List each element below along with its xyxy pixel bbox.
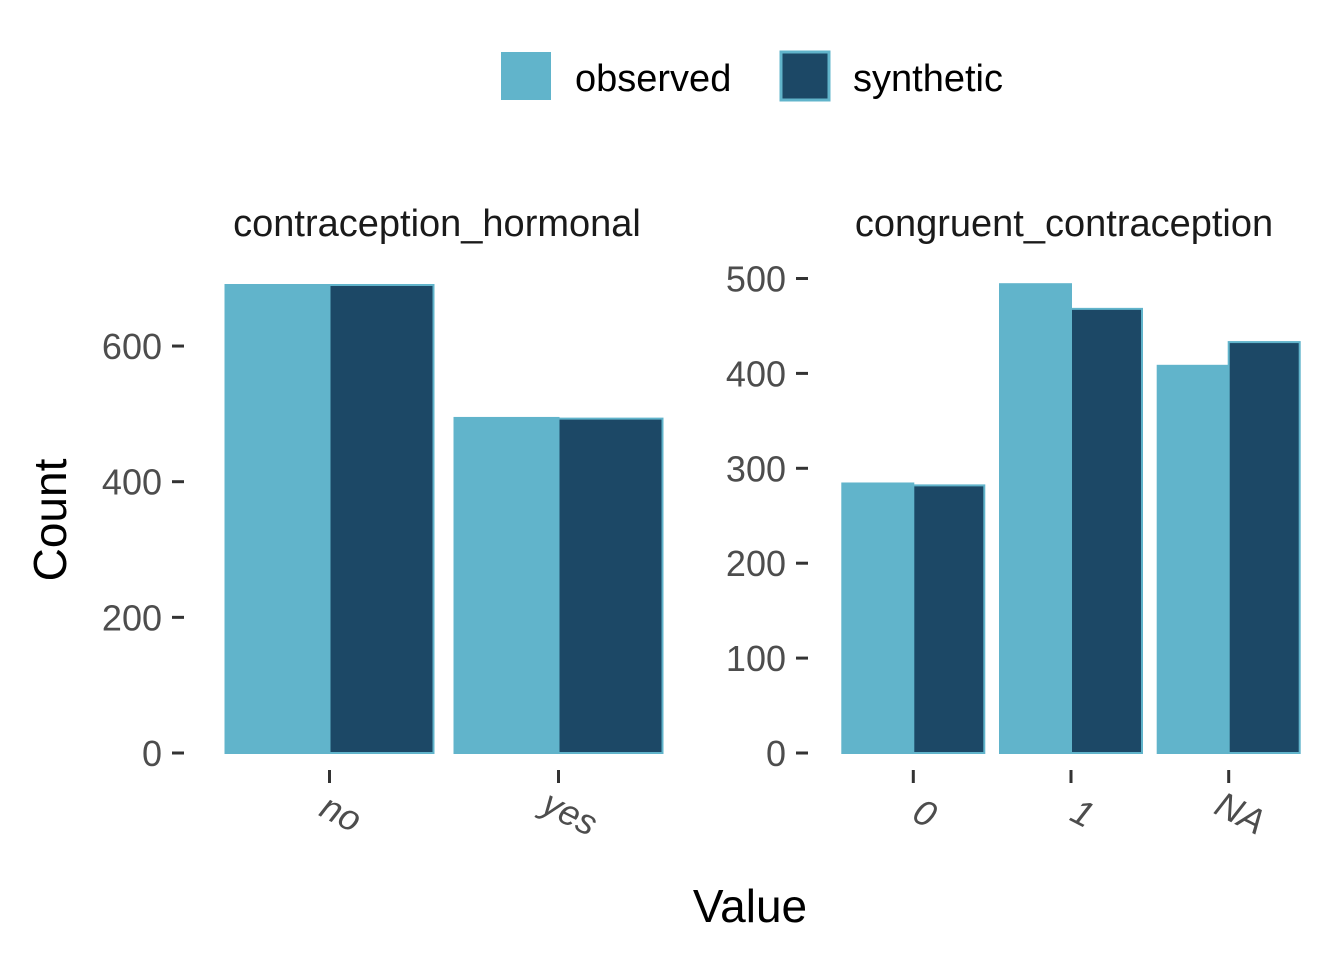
y-tick-label: 300: [726, 448, 786, 489]
y-tick-label: 400: [726, 353, 786, 394]
y-tick-label: 100: [726, 638, 786, 679]
bar-observed-yes: [453, 416, 560, 754]
legend-label-observed: observed: [575, 58, 731, 100]
y-tick-label: 500: [726, 259, 786, 300]
y-tick-label: 400: [102, 462, 162, 503]
y-tick-label: 0: [142, 733, 162, 774]
bar-observed-1: [999, 283, 1072, 754]
legend-label-synthetic: synthetic: [853, 58, 1003, 100]
x-tick-label: 0: [907, 790, 943, 836]
x-tick-label: no: [314, 786, 368, 841]
x-tick-label: NA: [1209, 783, 1272, 842]
x-axis-title: Value: [693, 880, 807, 932]
legend: observed synthetic: [501, 50, 1003, 102]
y-tick-label: 200: [726, 543, 786, 584]
x-tick-label: 1: [1064, 790, 1100, 836]
bar-synthetic-no: [328, 284, 435, 754]
y-tick-label: 0: [766, 733, 786, 774]
panel-congruent-contraception: 0 100 200 300 400 500 0 1 NA: [726, 259, 1301, 842]
bar-synthetic-0: [912, 484, 986, 754]
y-tick-label: 600: [102, 326, 162, 367]
bar-synthetic-na: [1227, 341, 1301, 754]
facet-title-left: contraception_hormonal: [233, 203, 641, 245]
x-tick-label: yes: [533, 781, 604, 844]
bar-synthetic-1: [1070, 307, 1143, 754]
y-axis-title: Count: [24, 458, 76, 581]
bar-observed-na: [1156, 364, 1230, 754]
bar-observed-0: [841, 482, 915, 754]
bar-synthetic-yes: [557, 417, 664, 754]
panel-contraception-hormonal: 0 200 400 600 no yes: [102, 284, 664, 844]
legend-swatch-observed: [501, 52, 551, 100]
bar-observed-no: [224, 284, 331, 754]
facet-title-right: congruent_contraception: [855, 203, 1273, 245]
y-tick-label: 200: [102, 597, 162, 638]
legend-swatch-synthetic: [779, 50, 831, 102]
